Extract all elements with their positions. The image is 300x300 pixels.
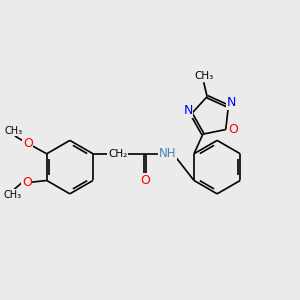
Text: CH₃: CH₃ — [4, 126, 22, 136]
Text: O: O — [23, 137, 33, 150]
Text: N: N — [227, 96, 236, 110]
Text: CH₃: CH₃ — [194, 71, 213, 81]
Text: N: N — [183, 104, 193, 117]
Text: CH₃: CH₃ — [3, 190, 21, 200]
Text: O: O — [22, 176, 32, 189]
Text: O: O — [140, 174, 150, 187]
Text: O: O — [228, 123, 238, 136]
Text: NH: NH — [158, 147, 176, 160]
Text: CH₂: CH₂ — [108, 149, 127, 159]
